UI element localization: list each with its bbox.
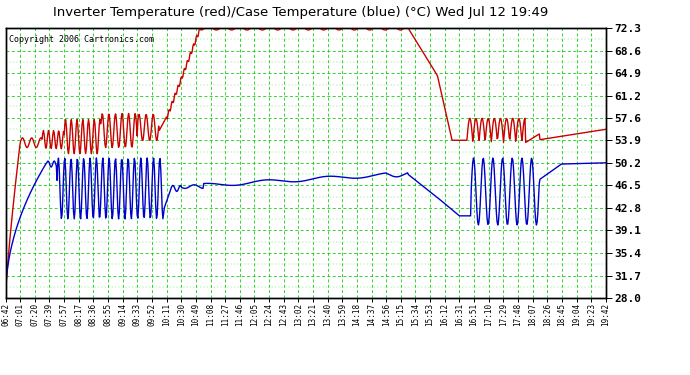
Text: Copyright 2006 Cartronics.com: Copyright 2006 Cartronics.com — [8, 35, 153, 44]
Text: Inverter Temperature (red)/Case Temperature (blue) (°C) Wed Jul 12 19:49: Inverter Temperature (red)/Case Temperat… — [52, 6, 548, 19]
